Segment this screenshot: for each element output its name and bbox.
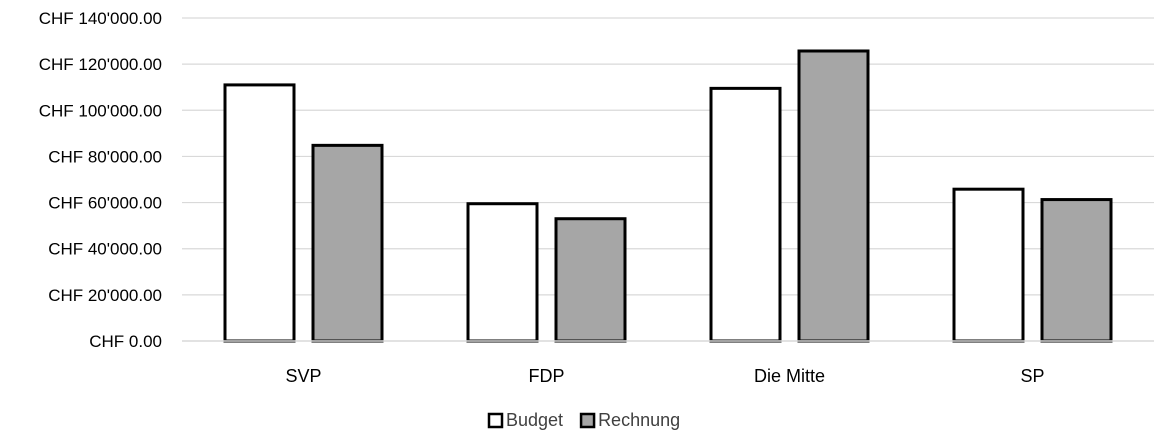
category-label: FDP <box>529 366 565 386</box>
y-tick-label: CHF 40'000.00 <box>48 240 162 259</box>
bar-rechnung-fdp <box>554 217 627 343</box>
y-tick-label: CHF 20'000.00 <box>48 286 162 305</box>
bar-rechnung-die-mitte <box>797 49 870 343</box>
y-tick-label: CHF 0.00 <box>89 332 162 351</box>
bar-budget-die-mitte <box>709 86 782 343</box>
category-labels: SVP FDP Die Mitte SP <box>285 366 1044 386</box>
category-label: Die Mitte <box>754 366 825 386</box>
y-tick-label: CHF 100'000.00 <box>39 101 162 120</box>
legend-label: Budget <box>506 410 563 430</box>
bar-budget-fdp <box>466 202 539 343</box>
y-axis-tick-labels: CHF 0.00 CHF 20'000.00 CHF 40'000.00 CHF 60… <box>39 9 162 351</box>
y-tick-label: CHF 140'000.00 <box>39 9 162 28</box>
bar-rechnung-svp <box>311 143 384 343</box>
legend: Budget Rechnung <box>487 410 680 430</box>
y-tick-label: CHF 80'000.00 <box>48 147 162 166</box>
legend-swatch <box>487 412 504 429</box>
category-label: SP <box>1020 366 1044 386</box>
bar-budget-sp <box>952 187 1025 343</box>
legend-swatch <box>579 412 596 429</box>
y-tick-label: CHF 60'000.00 <box>48 194 162 213</box>
bar-budget-svp <box>223 83 296 343</box>
legend-label: Rechnung <box>598 410 680 430</box>
bars <box>223 49 1113 343</box>
bar-rechnung-sp <box>1040 198 1113 343</box>
y-tick-label: CHF 120'000.00 <box>39 55 162 74</box>
category-label: SVP <box>285 366 321 386</box>
